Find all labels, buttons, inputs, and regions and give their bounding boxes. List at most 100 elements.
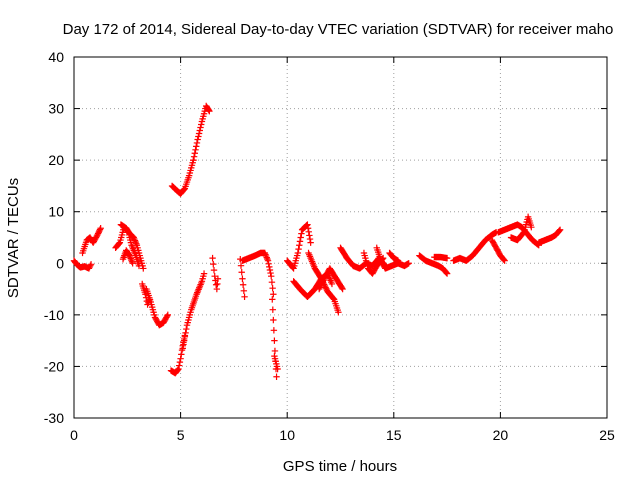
data-point xyxy=(180,337,188,344)
data-point xyxy=(267,269,274,277)
data-point xyxy=(443,269,450,276)
data-point xyxy=(328,280,336,288)
data-point xyxy=(268,278,276,286)
data-point xyxy=(196,127,203,134)
x-tick-label: 5 xyxy=(177,427,185,443)
data-point xyxy=(306,232,313,239)
data-point xyxy=(193,139,201,147)
data-point xyxy=(239,275,246,282)
data-point xyxy=(129,260,136,267)
data-point xyxy=(210,266,218,274)
data-point xyxy=(269,285,276,292)
data-point xyxy=(190,153,198,160)
axis-ticks: 0 5 10 15 20 25 -30 -20 -10 0 10 20 30 40 xyxy=(44,49,615,443)
data-point xyxy=(306,235,314,243)
grid xyxy=(74,57,607,418)
data-point xyxy=(394,257,402,264)
data-point xyxy=(163,312,171,320)
data-point xyxy=(212,281,220,288)
data-point xyxy=(85,265,93,272)
data-point xyxy=(200,270,208,277)
data-point xyxy=(209,254,216,262)
data-point xyxy=(305,228,312,236)
data-point xyxy=(269,306,277,313)
data-point xyxy=(265,260,272,268)
data-point xyxy=(318,280,326,287)
x-axis-label: GPS time / hours xyxy=(283,458,397,475)
data-point xyxy=(270,316,277,324)
data-point xyxy=(323,285,330,292)
data-point xyxy=(164,311,172,319)
plot-frame xyxy=(73,56,608,419)
data-point xyxy=(296,242,303,249)
data-point xyxy=(177,355,184,362)
data-point xyxy=(240,287,248,294)
data-point xyxy=(241,293,248,301)
chart-title: Day 172 of 2014, Sidereal Day-to-day VTE… xyxy=(63,21,614,38)
y-tick-label: -20 xyxy=(44,358,64,374)
data-point xyxy=(239,281,247,288)
data-point xyxy=(237,262,245,269)
data-point xyxy=(270,327,278,334)
y-tick-label: 40 xyxy=(48,49,64,65)
data-point xyxy=(338,284,346,292)
data-point xyxy=(443,270,451,277)
data-point xyxy=(197,124,204,131)
data-point xyxy=(206,107,213,115)
data-point xyxy=(176,358,184,366)
data-point xyxy=(271,337,278,344)
data-point xyxy=(180,186,188,193)
x-tick-label: 0 xyxy=(70,427,78,443)
data-point xyxy=(174,366,182,374)
data-point xyxy=(266,266,274,274)
data-point xyxy=(307,239,314,246)
y-axis-label: SDTVAR / TECUs xyxy=(5,178,22,298)
data-point xyxy=(210,260,217,268)
y-tick-label: 30 xyxy=(48,101,64,117)
data-point xyxy=(182,329,189,337)
data-point xyxy=(405,260,412,267)
data-point xyxy=(274,365,281,373)
data-point xyxy=(556,227,563,234)
data-point xyxy=(87,261,95,268)
data-point xyxy=(195,133,202,140)
data-point xyxy=(97,225,104,232)
data-point xyxy=(198,121,205,128)
data-point xyxy=(238,269,245,276)
data-point xyxy=(528,223,535,231)
data-point xyxy=(175,362,183,369)
data-point xyxy=(304,221,311,228)
data-point xyxy=(190,156,197,164)
data-point xyxy=(268,272,275,280)
data-point xyxy=(191,150,199,157)
data-point xyxy=(294,249,302,257)
data-point xyxy=(96,226,104,233)
data-point xyxy=(193,143,200,150)
data-point xyxy=(178,351,185,358)
data-point xyxy=(192,146,199,154)
x-tick-label: 25 xyxy=(599,427,615,443)
data-point xyxy=(296,238,304,245)
data-point xyxy=(297,234,304,241)
data-point xyxy=(316,284,324,291)
data-point xyxy=(179,345,186,352)
data-point xyxy=(318,281,325,288)
data-point xyxy=(298,230,305,237)
data-point xyxy=(205,106,212,114)
data-point xyxy=(140,265,147,272)
data-point xyxy=(86,263,93,271)
data-point xyxy=(115,240,123,247)
data-point xyxy=(320,275,328,283)
y-tick-label: -30 xyxy=(44,410,64,426)
data-point xyxy=(194,136,201,143)
data-point xyxy=(180,341,187,348)
data-point xyxy=(315,285,323,293)
data-point xyxy=(519,230,527,237)
data-point xyxy=(295,245,302,253)
x-tick-label: 10 xyxy=(279,427,295,443)
data-point xyxy=(335,309,342,316)
data-point xyxy=(264,257,272,264)
data-point xyxy=(270,291,277,298)
